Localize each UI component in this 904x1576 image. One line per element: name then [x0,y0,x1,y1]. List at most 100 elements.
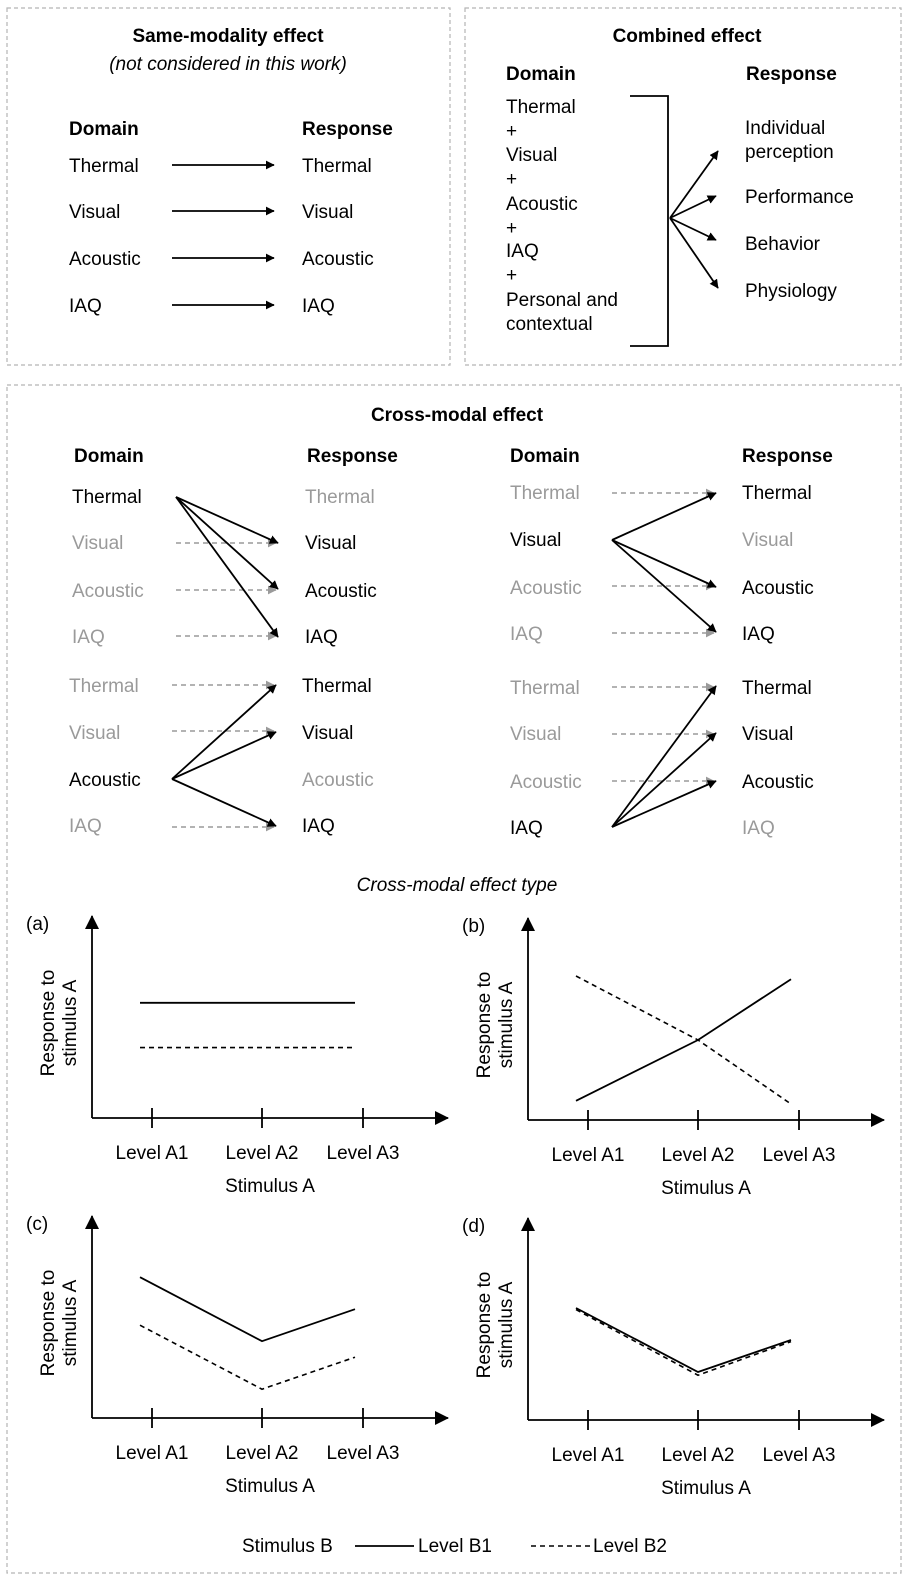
cross-arrow [175,496,279,544]
cross-arrow [611,685,717,828]
x-axis-label: Stimulus A [225,1176,315,1197]
combined-domain-line: + [506,265,517,286]
x-tick-label: Level A2 [662,1145,735,1166]
cross-source-label: Visual [510,530,561,551]
same-modality-box [6,7,451,366]
cross-source-label: Thermal [72,487,142,508]
cross-domain-label: IAQ [510,624,543,645]
combined-domain-line: Visual [506,145,557,166]
effect-chart: (d) Response to stimulus A Level A1 Level A2… [462,1216,885,1499]
combined-arrow [669,217,719,289]
combined-response-behavior: Behavior [745,234,821,255]
cross-response-label: Thermal [742,483,812,504]
cross-response-label: IAQ [305,627,338,648]
combined-domain-line: + [506,121,517,142]
cross-response-header-right: Response [742,446,833,467]
cross-domain-header-left: Domain [74,446,144,467]
cross-response-label: Acoustic [742,772,814,793]
same-modality-subtitle: (not considered in this work) [109,54,347,75]
cross-domain-label: Acoustic [510,578,582,599]
x-tick-label: Level A3 [763,1445,836,1466]
combined-response-header: Response [746,64,837,85]
legend: Stimulus B Level B1 Level B2 [242,1536,667,1557]
panel-id: (b) [462,916,485,937]
same-response-iaq: IAQ [302,296,335,317]
cross-response-label: Visual [742,724,793,745]
y-axis-label: Response to [474,1272,495,1379]
cross-group-visual: Thermal Visual Acoustic IAQ Thermal Visu… [510,483,814,645]
cross-response-label: Visual [305,533,356,554]
combined-arrow [669,217,717,241]
cross-response-label: IAQ [742,624,775,645]
x-tick-label: Level A1 [116,1443,189,1464]
effect-chart: (a) Response to stimulus A Level A1 Level A2… [26,914,449,1197]
cross-response-label: Thermal [302,676,372,697]
cross-modal-box [6,384,902,1574]
same-domain-iaq: IAQ [69,296,102,317]
combined-response-physiology: Physiology [745,281,837,302]
effect-chart: (c) Response to stimulus A Level A1 Level A2… [26,1214,449,1497]
cross-response-label: Acoustic [305,581,377,602]
same-modality-response-header: Response [302,119,393,140]
series-b2-line [575,975,792,1105]
x-tick-label: Level A1 [552,1145,625,1166]
same-response-acoustic: Acoustic [302,249,374,270]
cross-arrow [171,778,277,827]
series-b1-line [575,1307,792,1373]
cross-response-header-left: Response [307,446,398,467]
x-tick-label: Level A3 [327,1443,400,1464]
y-axis-label: stimulus A [496,1281,517,1368]
cross-domain-label: IAQ [69,816,102,837]
cross-response-label: Thermal [742,678,812,699]
series-b1-line [139,1276,356,1343]
cross-arrow [171,731,277,780]
combined-arrow [669,150,719,219]
x-axis-label: Stimulus A [661,1478,751,1499]
same-response-thermal: Thermal [302,156,372,177]
combined-effect-box [464,7,902,366]
y-axis-label: Response to [38,1270,59,1377]
combined-effect-panel: Combined effect Domain Response Thermal … [506,26,854,347]
panel-id: (c) [26,1214,48,1235]
cross-group-acoustic: Thermal Visual Acoustic IAQ Thermal Visu… [69,676,374,837]
cross-domain-label: Visual [72,533,123,554]
cross-domain-label: Thermal [510,483,580,504]
same-modality-panel: Same-modality effect (not considered in … [69,26,393,317]
y-axis-label: Response to [474,972,495,1079]
combined-domain-line: Personal and [506,290,618,311]
same-response-visual: Visual [302,202,353,223]
combined-response-performance: Performance [745,187,854,208]
same-domain-acoustic: Acoustic [69,249,141,270]
cross-response-label: Acoustic [302,770,374,791]
combined-domain-header: Domain [506,64,576,85]
cross-response-label: Thermal [305,487,375,508]
cross-arrow [175,496,279,590]
x-axis-label: Stimulus A [225,1476,315,1497]
combined-domain-line: + [506,169,517,190]
combined-domain-line: Thermal [506,97,576,118]
x-axis-label: Stimulus A [661,1178,751,1199]
combined-arrow [669,195,717,219]
combined-response-perception: perception [745,142,834,163]
x-tick-label: Level A3 [763,1145,836,1166]
y-axis-label: stimulus A [60,979,81,1066]
cross-group-thermal: Thermal Visual Acoustic IAQ Thermal Visu… [72,487,377,648]
same-domain-thermal: Thermal [69,156,139,177]
combined-domain-line: IAQ [506,241,539,262]
cross-source-label: Acoustic [69,770,141,791]
effect-chart: (b) Response to stimulus A Level A1 Level A2… [462,916,885,1199]
cross-domain-label: IAQ [72,627,105,648]
series-b2-line [575,1308,792,1377]
same-modality-title: Same-modality effect [132,26,324,47]
cross-arrow [175,496,279,638]
x-tick-label: Level A1 [116,1143,189,1164]
x-tick-label: Level A2 [226,1143,299,1164]
x-tick-label: Level A2 [226,1443,299,1464]
cross-response-label: IAQ [302,816,335,837]
x-tick-label: Level A3 [327,1143,400,1164]
combined-domain-line: contextual [506,314,593,335]
x-tick-label: Level A2 [662,1445,735,1466]
legend-label: Stimulus B [242,1536,333,1557]
cross-response-label: Acoustic [742,578,814,599]
